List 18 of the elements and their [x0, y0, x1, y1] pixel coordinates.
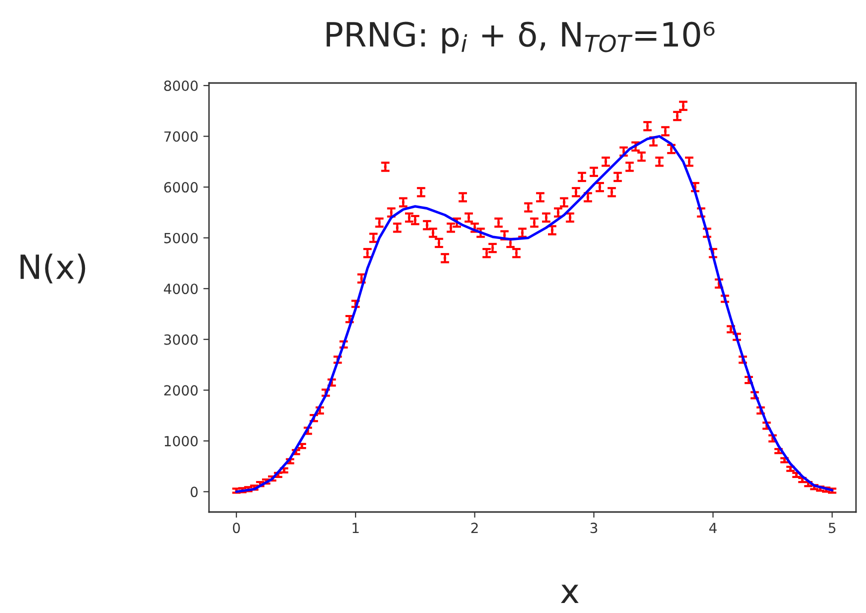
- y-tick-label: 6000: [164, 182, 198, 193]
- y-tick-label: 3000: [164, 334, 198, 345]
- x-tick-label: 4: [709, 522, 717, 533]
- x-tick-label: 3: [590, 522, 598, 534]
- y-axis-title: N(x): [20, 254, 86, 284]
- y-tick-label: 2000: [164, 385, 198, 396]
- y-tick-label: 5000: [164, 232, 198, 244]
- chart-title: PRNG: p$_{i}$ + δ, N$_{TOT}$=10⁶: [326, 22, 715, 54]
- y-tick-label: 0: [190, 486, 198, 498]
- y-tick-label: 7000: [164, 131, 198, 142]
- x-tick-label: 1: [352, 522, 359, 533]
- x-tick-label: 2: [471, 522, 478, 533]
- x-axis-title: x: [560, 584, 579, 604]
- y-tick-label: 1000: [164, 436, 198, 446]
- y-tick-label: 4000: [164, 284, 198, 294]
- x-tick-label: 0: [232, 522, 240, 534]
- x-tick-label: 5: [828, 522, 836, 534]
- y-tick-label: 8000: [164, 80, 198, 92]
